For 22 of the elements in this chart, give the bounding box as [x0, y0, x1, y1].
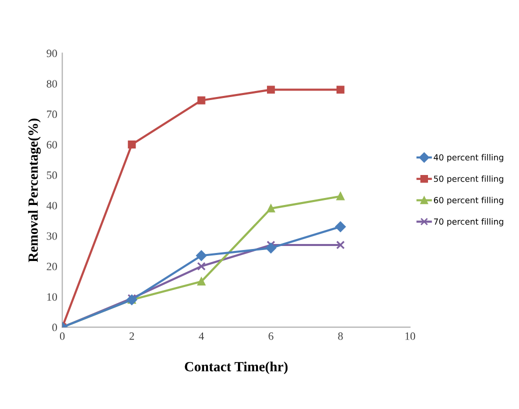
- y-tick-label: 10: [47, 293, 57, 301]
- legend-label: 60 percent filling: [434, 196, 504, 205]
- legend-label: 70 percent filling: [434, 218, 504, 226]
- legend-label: 50 percent filling: [434, 175, 504, 184]
- y-tick-label: 30: [46, 232, 57, 240]
- y-tick-label: 90: [46, 50, 57, 58]
- x-tick-label: 4: [198, 332, 204, 340]
- x-tick-label: 10: [405, 332, 416, 340]
- y-tick-label: 20: [46, 262, 57, 270]
- x-tick-label: 0: [60, 332, 65, 340]
- y-tick-label: 70: [47, 110, 57, 118]
- x-tick-label: 2: [130, 332, 134, 340]
- y-tick-label: 0: [52, 324, 57, 332]
- x-tick-label: 8: [338, 332, 343, 340]
- y-tick-label: 50: [46, 171, 57, 179]
- y-tick-label: 40: [46, 202, 57, 210]
- x-tick-label: 6: [268, 332, 274, 340]
- legend-label: 40 percent filling: [434, 154, 504, 162]
- y-axis-title: Removal Percentage(%): [28, 118, 41, 262]
- y-tick-label: 60: [46, 140, 57, 148]
- x-axis-title: Contact Time(hr): [184, 362, 288, 374]
- y-tick-label: 80: [46, 80, 57, 88]
